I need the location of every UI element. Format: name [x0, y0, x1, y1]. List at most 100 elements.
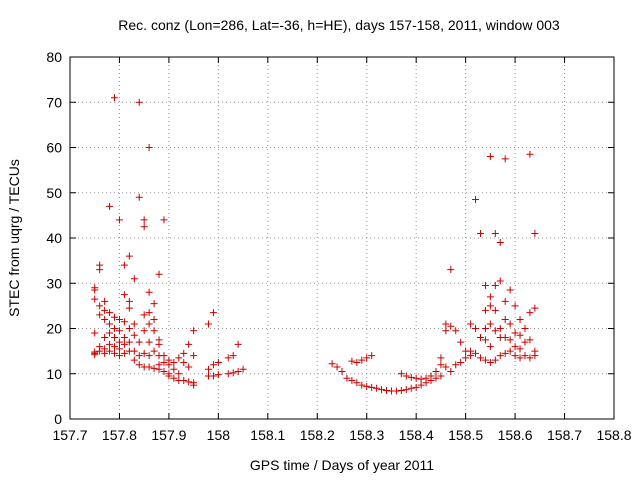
x-tick-label: 158.2: [300, 427, 335, 443]
x-axis-tick-labels: 157.7 157.8 157.9 158 158.1 158.2 158.3 158.4 15…: [52, 427, 631, 443]
data-point-marker: [511, 302, 519, 310]
x-tick-label: 158.6: [498, 427, 533, 443]
data-point-marker: [506, 347, 514, 355]
data-point-marker: [501, 349, 509, 357]
data-point-marker: [180, 377, 188, 385]
data-point-marker: [397, 386, 405, 394]
data-point-marker: [432, 367, 440, 375]
data-point-marker: [101, 349, 109, 357]
data-point-marker: [462, 354, 470, 362]
data-point-marker: [150, 300, 158, 308]
data-point-marker: [486, 343, 494, 351]
data-point-marker: [328, 360, 336, 368]
data-point-marker: [422, 379, 430, 387]
data-point-marker: [120, 334, 128, 342]
data-point-marker: [101, 334, 109, 342]
data-point-marker: [115, 327, 123, 335]
data-point-marker: [234, 367, 242, 375]
data-point-marker: [140, 223, 148, 231]
data-point-marker: [521, 338, 529, 346]
data-point-marker: [96, 347, 104, 355]
data-point-marker: [481, 282, 489, 290]
data-point-marker: [125, 325, 133, 332]
data-point-marker: [115, 216, 123, 224]
data-point-marker: [180, 358, 188, 366]
data-point-marker: [353, 379, 361, 387]
data-point-marker: [402, 372, 410, 380]
data-point-marker: [145, 309, 153, 317]
data-point-marker: [111, 94, 119, 102]
data-point-marker: [140, 349, 148, 357]
data-point-marker: [476, 334, 484, 342]
x-tick-label: 158.4: [399, 427, 434, 443]
data-point-marker: [373, 384, 381, 392]
data-point-marker: [467, 352, 475, 360]
y-tick-label: 10: [46, 366, 62, 382]
data-point-marker: [491, 327, 499, 335]
data-point-marker: [363, 354, 371, 362]
data-point-marker: [150, 315, 158, 323]
data-point-marker: [506, 320, 514, 328]
data-point-marker: [125, 304, 133, 312]
data-point-marker: [239, 365, 247, 373]
data-point-marker: [501, 155, 509, 163]
data-point-marker: [432, 374, 440, 382]
data-point-marker: [190, 327, 198, 335]
data-point-marker: [209, 309, 217, 317]
data-point-marker: [229, 369, 237, 377]
data-point-marker: [224, 354, 232, 362]
data-point-marker: [412, 383, 420, 391]
data-point-marker: [115, 345, 123, 353]
data-point-marker: [447, 266, 455, 274]
data-point-marker: [115, 315, 123, 323]
x-tick-label: 157.7: [52, 427, 87, 443]
data-point-marker: [160, 358, 168, 366]
data-point-marker: [501, 297, 509, 305]
data-point-marker: [452, 361, 460, 369]
data-point-marker: [106, 320, 114, 328]
data-point-marker: [348, 357, 356, 365]
data-point-marker: [120, 261, 128, 269]
data-point-marker: [486, 358, 494, 366]
data-point-marker: [111, 343, 119, 351]
data-point-marker: [427, 377, 435, 385]
data-point-marker: [175, 370, 183, 378]
data-point-marker: [106, 202, 114, 210]
grid-lines: [70, 57, 614, 419]
data-point-marker: [481, 336, 489, 344]
data-point-marker: [150, 327, 158, 335]
data-point-marker: [472, 349, 480, 357]
data-point-marker: [115, 338, 123, 346]
data-point-marker: [170, 365, 178, 373]
data-point-marker: [496, 277, 504, 285]
data-point-marker: [491, 356, 499, 364]
data-point-marker: [145, 352, 153, 360]
x-tick-label: 158.1: [250, 427, 285, 443]
data-point-marker: [521, 352, 529, 360]
data-point-marker: [516, 354, 524, 362]
data-point-marker: [160, 216, 168, 224]
y-axis-tick-labels: 0 10 20 30 40 50 60 70 80: [46, 49, 62, 427]
data-point-marker: [526, 150, 534, 158]
data-point-marker: [412, 374, 420, 382]
data-point-marker: [452, 327, 460, 335]
data-point-marker: [96, 266, 104, 274]
data-point-marker: [111, 349, 119, 357]
data-point-marker: [476, 354, 484, 362]
data-point-marker: [180, 349, 188, 357]
data-point-marker: [130, 275, 138, 283]
y-tick-label: 50: [46, 185, 62, 201]
data-point-marker: [407, 384, 415, 392]
data-points: [91, 94, 539, 395]
data-point-marker: [368, 383, 376, 391]
data-point-marker: [130, 320, 138, 328]
data-point-marker: [101, 315, 109, 323]
data-point-marker: [170, 358, 178, 366]
data-point-marker: [229, 352, 237, 360]
data-point-marker: [442, 363, 450, 371]
data-point-marker: [496, 325, 504, 332]
data-point-marker: [531, 304, 539, 312]
data-point-marker: [437, 354, 445, 362]
data-point-marker: [363, 382, 371, 390]
